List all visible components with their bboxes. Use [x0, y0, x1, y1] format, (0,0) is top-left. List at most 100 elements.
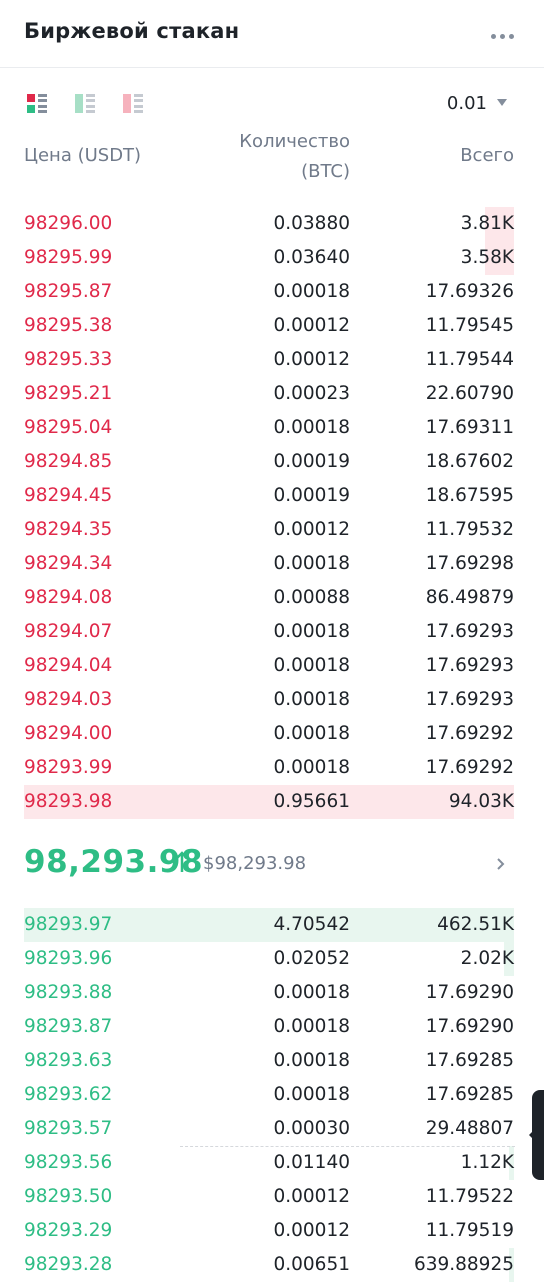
ask-price: 98294.03	[24, 689, 113, 710]
usd-price: $98,293.98	[203, 853, 307, 874]
ask-total: 94.03K	[448, 791, 514, 812]
ask-total: 17.69293	[425, 655, 514, 676]
ask-price: 98293.98	[24, 791, 113, 812]
ask-price: 98294.07	[24, 621, 113, 642]
bid-price: 98293.56	[24, 1152, 113, 1173]
page-title: Биржевой стакан	[24, 19, 240, 43]
bid-total: 11.79519	[425, 1220, 514, 1241]
bid-total: 11.79522	[425, 1186, 514, 1207]
more-dots-icon[interactable]	[491, 34, 514, 39]
ask-row[interactable]: 98294.00 0.00018 17.69292	[0, 717, 544, 751]
bid-total: 17.69285	[425, 1050, 514, 1071]
bid-price: 98293.57	[24, 1118, 113, 1139]
divider	[180, 1146, 515, 1147]
ask-qty: 0.00018	[273, 655, 350, 676]
ask-row[interactable]: 98294.45 0.00019 18.67595	[0, 479, 544, 513]
quantity-unit: (BTC)	[301, 161, 350, 182]
ask-row[interactable]: 98295.99 0.03640 3.58K	[0, 241, 544, 275]
both-sides-icon[interactable]	[27, 94, 47, 113]
bid-qty: 4.70542	[273, 914, 350, 935]
bid-total: 17.69290	[425, 982, 514, 1003]
bid-row[interactable]: 98293.87 0.00018 17.69290	[0, 1010, 544, 1044]
column-header-quantity: Количество (BTC)	[239, 127, 350, 187]
ask-row[interactable]: 98294.34 0.00018 17.69298	[0, 547, 544, 581]
ask-row[interactable]: 98295.87 0.00018 17.69326	[0, 275, 544, 309]
ask-row[interactable]: 98296.00 0.03880 3.81K	[0, 207, 544, 241]
ask-row[interactable]: 98294.85 0.00019 18.67602	[0, 445, 544, 479]
ask-qty: 0.00018	[273, 553, 350, 574]
ask-row[interactable]: 98295.04 0.00018 17.69311	[0, 411, 544, 445]
ask-row[interactable]: 98295.38 0.00012 11.79545	[0, 309, 544, 343]
bid-qty: 0.00651	[273, 1254, 350, 1275]
ask-total: 18.67602	[425, 451, 514, 472]
bid-qty: 0.00030	[273, 1118, 350, 1139]
bids-only-icon[interactable]	[75, 94, 95, 113]
ask-qty: 0.00018	[273, 417, 350, 438]
ask-total: 11.79532	[425, 519, 514, 540]
bid-price: 98293.29	[24, 1220, 113, 1241]
ask-row[interactable]: 98293.99 0.00018 17.69292	[0, 751, 544, 785]
bid-qty: 0.00012	[273, 1186, 350, 1207]
bid-row[interactable]: 98293.56 0.01140 1.12K	[0, 1146, 544, 1180]
ask-qty: 0.00019	[273, 451, 350, 472]
ask-row[interactable]: 98294.35 0.00012 11.79532	[0, 513, 544, 547]
ask-qty: 0.00012	[273, 519, 350, 540]
ask-total: 11.79544	[425, 349, 514, 370]
bid-row[interactable]: 98293.29 0.00012 11.79519	[0, 1214, 544, 1248]
bid-qty: 0.00018	[273, 982, 350, 1003]
bid-row[interactable]: 98293.97 4.70542 462.51K	[0, 908, 544, 942]
last-price-row[interactable]: 98,293.98 $98,293.98	[0, 838, 544, 890]
bid-price: 98293.50	[24, 1186, 113, 1207]
ask-row[interactable]: 98294.07 0.00018 17.69293	[0, 615, 544, 649]
ask-price: 98295.87	[24, 281, 113, 302]
ask-price: 98295.21	[24, 383, 113, 404]
ask-row[interactable]: 98294.03 0.00018 17.69293	[0, 683, 544, 717]
ask-price: 98296.00	[24, 213, 113, 234]
bid-row[interactable]: 98293.96 0.02052 2.02K	[0, 942, 544, 976]
ask-row[interactable]: 98294.04 0.00018 17.69293	[0, 649, 544, 683]
bid-row[interactable]: 98293.50 0.00012 11.79522	[0, 1180, 544, 1214]
arrow-up-icon	[174, 851, 190, 872]
bid-price: 98293.87	[24, 1016, 113, 1037]
asks-only-icon[interactable]	[123, 94, 143, 113]
ask-price: 98294.00	[24, 723, 113, 744]
ask-depth-bar	[24, 785, 514, 819]
ask-qty: 0.95661	[273, 791, 350, 812]
ask-price: 98295.33	[24, 349, 113, 370]
ask-qty: 0.03640	[273, 247, 350, 268]
bid-row[interactable]: 98293.57 0.00030 29.48807	[0, 1112, 544, 1146]
ask-qty: 0.00019	[273, 485, 350, 506]
drag-handle[interactable]	[532, 1090, 544, 1180]
bid-price: 98293.88	[24, 982, 113, 1003]
bid-row[interactable]: 98293.62 0.00018 17.69285	[0, 1078, 544, 1112]
quantity-label: Количество	[239, 131, 350, 152]
chevron-right-icon[interactable]	[496, 857, 506, 871]
ask-row[interactable]: 98295.21 0.00023 22.60790	[0, 377, 544, 411]
bid-total: 639.88925	[413, 1254, 514, 1275]
bid-row[interactable]: 98293.88 0.00018 17.69290	[0, 976, 544, 1010]
chevron-down-icon	[497, 99, 507, 106]
bid-total: 1.12K	[460, 1152, 514, 1173]
asks-list: 98296.00 0.03880 3.81K 98295.99 0.03640 3.58K…	[0, 207, 544, 819]
bid-depth-bar	[24, 908, 514, 942]
ask-row[interactable]: 98295.33 0.00012 11.79544	[0, 343, 544, 377]
ask-total: 17.69293	[425, 689, 514, 710]
bid-qty: 0.00012	[273, 1220, 350, 1241]
ask-row[interactable]: 98294.08 0.00088 86.49879	[0, 581, 544, 615]
ask-total: 17.69292	[425, 723, 514, 744]
bid-depth-bar	[504, 942, 514, 976]
ask-price: 98294.04	[24, 655, 113, 676]
bid-row[interactable]: 98293.28 0.00651 639.88925	[0, 1248, 544, 1282]
bids-list: 98293.97 4.70542 462.51K 98293.96 0.02052 2.0…	[0, 908, 544, 1282]
ask-row[interactable]: 98293.98 0.95661 94.03K	[0, 785, 544, 819]
ask-total: 3.81K	[460, 213, 514, 234]
bid-qty: 0.00018	[273, 1050, 350, 1071]
ask-total: 86.49879	[425, 587, 514, 608]
precision-value: 0.01	[446, 93, 487, 114]
bid-price: 98293.97	[24, 914, 113, 935]
ask-price: 98294.85	[24, 451, 113, 472]
bid-price: 98293.62	[24, 1084, 113, 1105]
bid-row[interactable]: 98293.63 0.00018 17.69285	[0, 1044, 544, 1078]
ask-qty: 0.00018	[273, 723, 350, 744]
ask-qty: 0.03880	[273, 213, 350, 234]
